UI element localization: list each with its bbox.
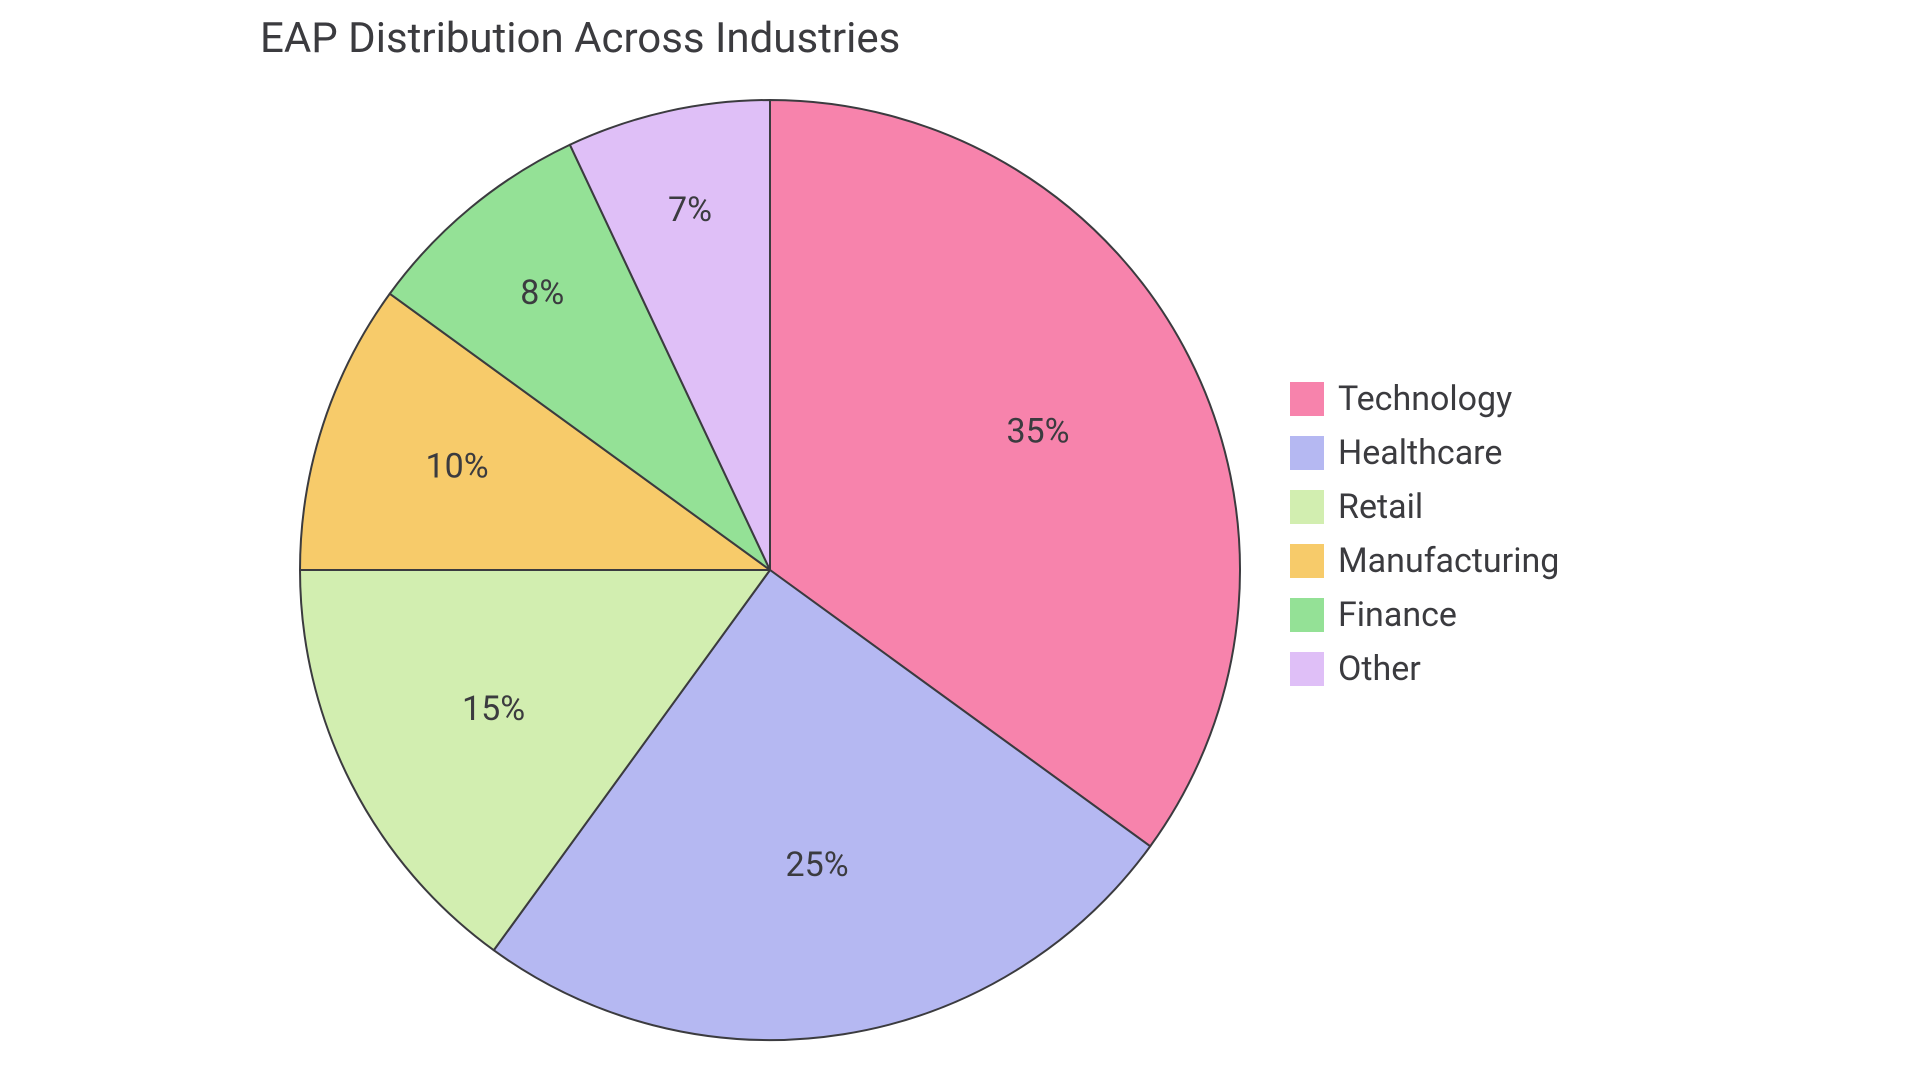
slice-percent-label: 7% xyxy=(668,190,712,230)
legend-swatch xyxy=(1290,544,1324,578)
legend-label: Manufacturing xyxy=(1338,541,1559,581)
slice-percent-label: 15% xyxy=(462,689,525,729)
legend-label: Finance xyxy=(1338,595,1457,635)
legend-swatch xyxy=(1290,598,1324,632)
legend-item: Finance xyxy=(1290,588,1559,642)
legend-label: Other xyxy=(1338,649,1421,689)
pie-chart: 35% 25% 15% 10% 8% 7% xyxy=(0,0,1920,1080)
legend-item: Healthcare xyxy=(1290,426,1559,480)
slice-percent-label: 10% xyxy=(426,446,489,486)
legend-swatch xyxy=(1290,436,1324,470)
slice-percent-label: 35% xyxy=(1006,411,1069,451)
chart-container: EAP Distribution Across Industries 35%25… xyxy=(0,0,1920,1080)
legend-item: Manufacturing xyxy=(1290,534,1559,588)
legend-label: Healthcare xyxy=(1338,433,1502,473)
legend-label: Retail xyxy=(1338,487,1423,527)
slice-percent-label: 25% xyxy=(785,845,848,885)
legend-item: Technology xyxy=(1290,372,1559,426)
legend-swatch xyxy=(1290,382,1324,416)
legend-swatch xyxy=(1290,652,1324,686)
slice-percent-label: 8% xyxy=(520,273,564,313)
legend: Technology Healthcare Retail Manufacturing F… xyxy=(1290,372,1559,696)
legend-label: Technology xyxy=(1338,379,1512,419)
legend-item: Other xyxy=(1290,642,1559,696)
legend-swatch xyxy=(1290,490,1324,524)
legend-item: Retail xyxy=(1290,480,1559,534)
